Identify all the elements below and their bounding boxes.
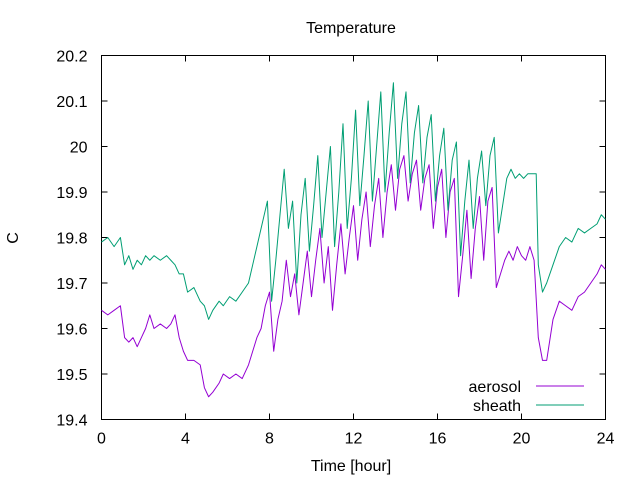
x-tick-label: 4 bbox=[181, 431, 190, 448]
y-tick-label: 19.8 bbox=[56, 231, 87, 248]
y-axis-label: C bbox=[5, 232, 22, 244]
x-tick-label: 12 bbox=[345, 431, 363, 448]
legend-label-sheath: sheath bbox=[473, 398, 521, 415]
x-tick-label: 24 bbox=[597, 431, 615, 448]
y-tick-label: 19.7 bbox=[56, 276, 87, 293]
tick-labels: 0 4 8 12 16 20 24 19.4 19.5 19.6 19.7 19.8 19.9 20 20.… bbox=[56, 49, 614, 448]
x-tick-label: 8 bbox=[265, 431, 274, 448]
series-line-aerosol bbox=[101, 155, 606, 398]
x-tick-label: 16 bbox=[429, 431, 447, 448]
legend: aerosol sheath bbox=[469, 379, 584, 415]
y-tick-label: 20 bbox=[70, 140, 88, 157]
x-tick-label: 0 bbox=[97, 431, 106, 448]
y-tick-label: 19.4 bbox=[56, 413, 87, 430]
legend-label-aerosol: aerosol bbox=[469, 379, 521, 396]
series-layer bbox=[101, 82, 606, 398]
chart-title: Temperature bbox=[306, 20, 396, 37]
plot-frame bbox=[101, 55, 606, 420]
x-axis-label: Time [hour] bbox=[311, 458, 391, 475]
series-line-sheath bbox=[101, 82, 606, 320]
y-tick-label: 19.6 bbox=[56, 322, 87, 339]
y-tick-label: 19.5 bbox=[56, 367, 87, 384]
y-tick-label: 19.9 bbox=[56, 185, 87, 202]
y-tick-label: 20.2 bbox=[56, 49, 87, 66]
axis-ticks bbox=[101, 55, 606, 420]
y-tick-label: 20.1 bbox=[56, 94, 87, 111]
x-tick-label: 20 bbox=[513, 431, 531, 448]
